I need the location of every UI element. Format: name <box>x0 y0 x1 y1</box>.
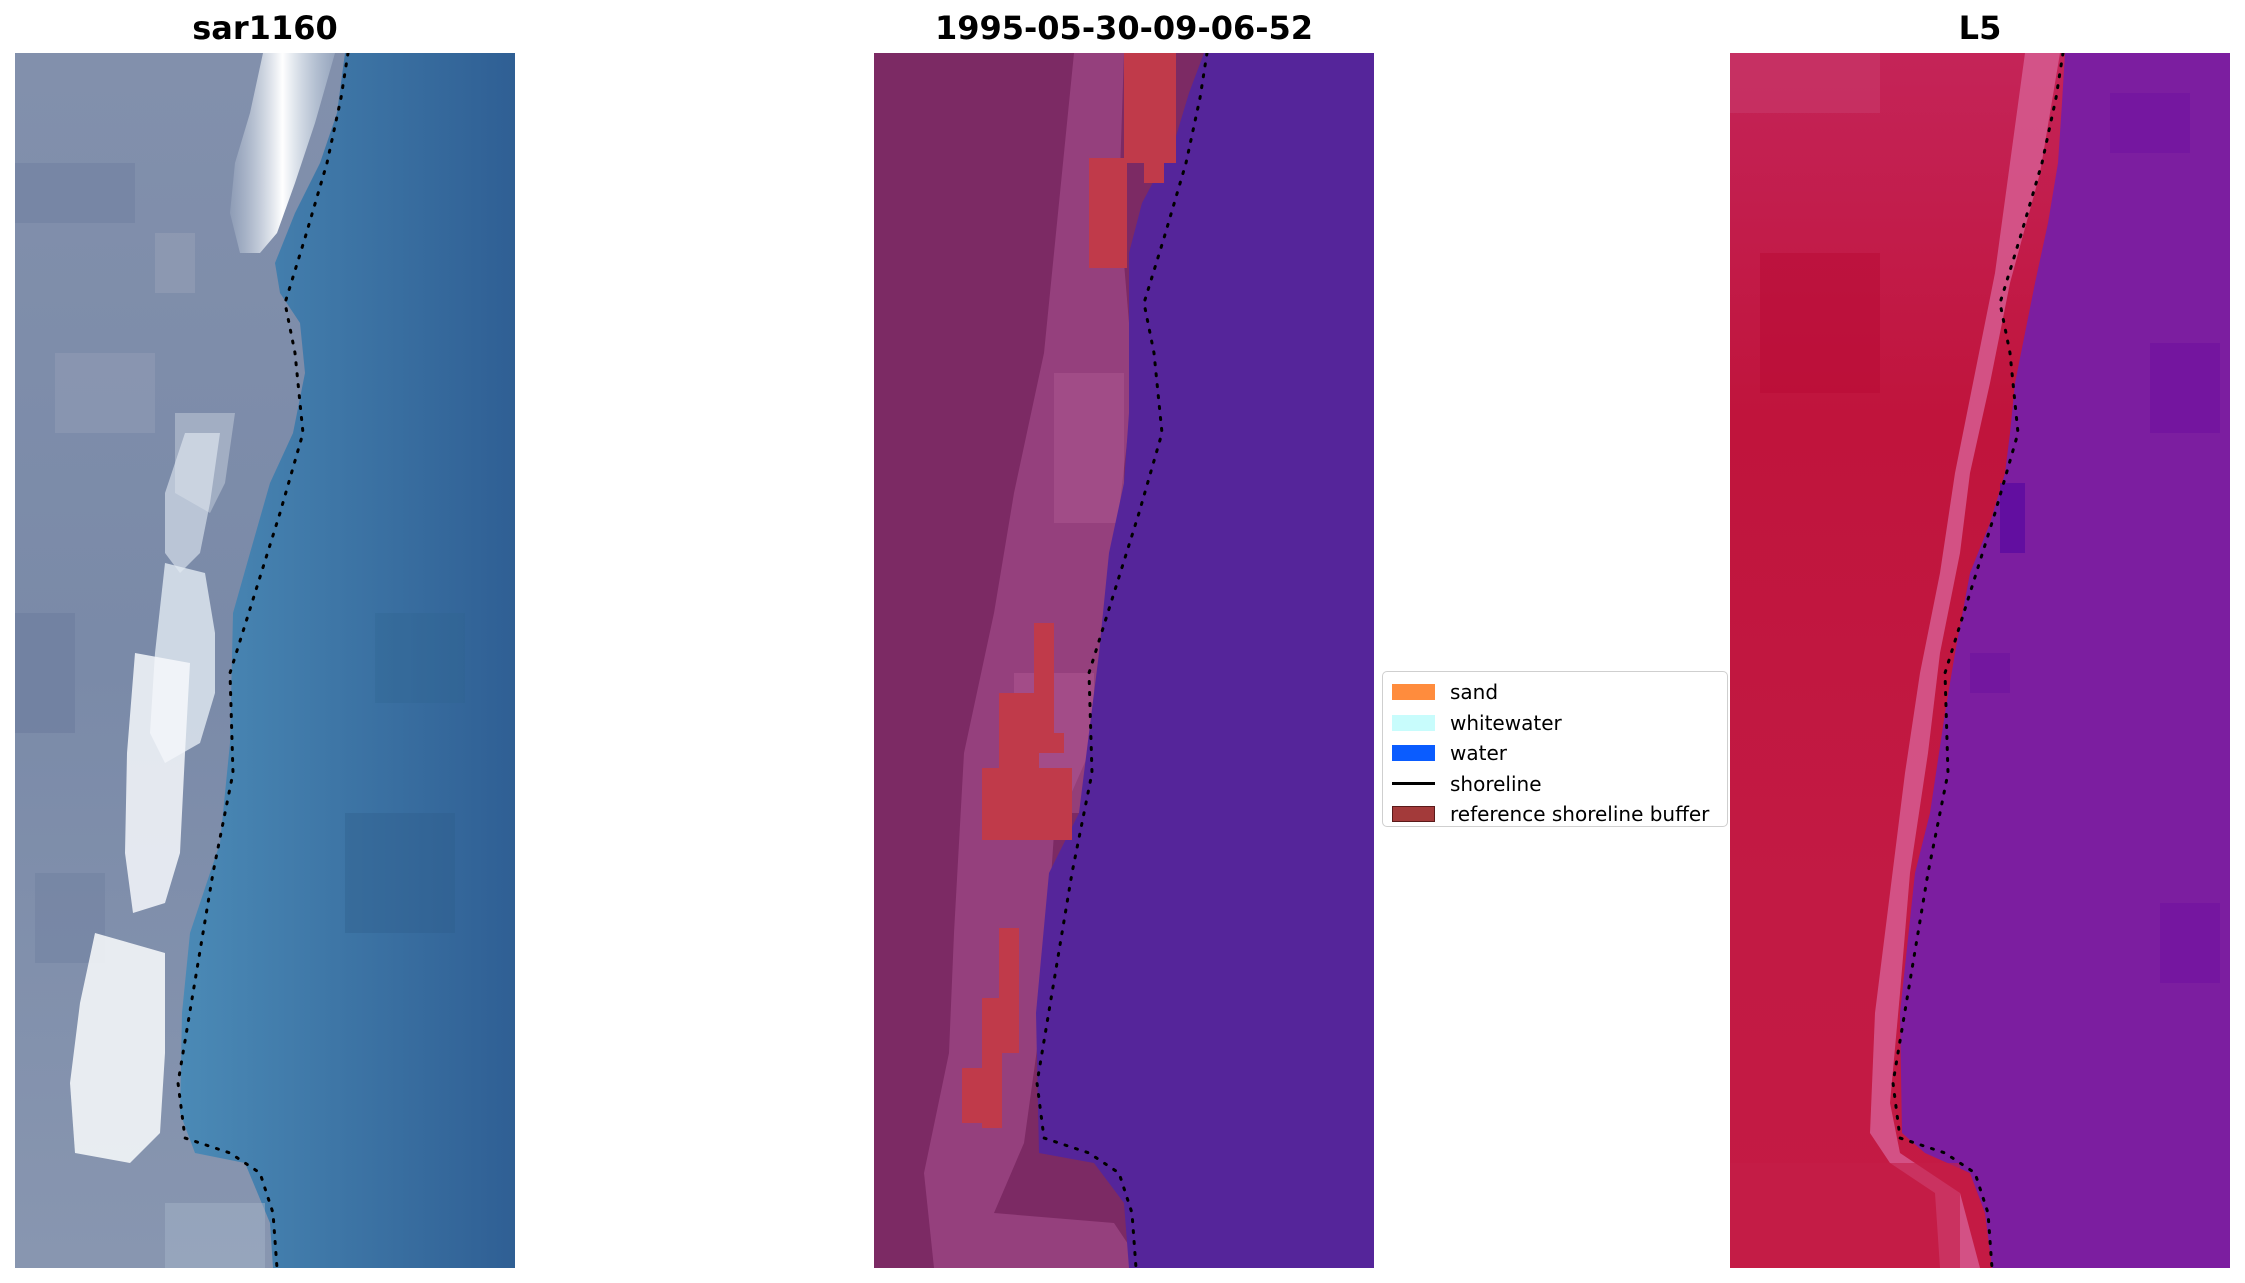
water-index-image <box>1730 53 2230 1268</box>
legend-label: water <box>1450 741 1507 766</box>
reference-buffer-swatch <box>1392 806 1435 823</box>
shoreline-line <box>176 53 350 1268</box>
panel-title-sar: sar1160 <box>192 9 338 47</box>
satellite-rgb-image <box>15 53 515 1268</box>
legend: sand whitewater water shoreline referenc… <box>1382 671 1728 827</box>
legend-label: reference shoreline buffer <box>1450 802 1710 827</box>
panel-title-classified: 1995-05-30-09-06-52 <box>934 9 1314 47</box>
panel-title-index: L5 <box>1958 9 2002 47</box>
legend-label: shoreline <box>1450 771 1542 796</box>
water-swatch <box>1392 745 1435 762</box>
shoreline-line-swatch <box>1392 782 1435 786</box>
legend-item-water: water <box>1383 738 1727 769</box>
legend-item-reference-shoreline-buffer: reference shoreline buffer <box>1383 799 1727 830</box>
legend-label: whitewater <box>1450 710 1562 735</box>
legend-item-whitewater: whitewater <box>1383 708 1727 739</box>
legend-label: sand <box>1450 680 1499 705</box>
sand-swatch <box>1392 684 1435 701</box>
reference-shoreline-buffer-patches <box>962 53 1176 1128</box>
shoreline-line <box>1891 53 2065 1268</box>
legend-item-shoreline: shoreline <box>1383 769 1727 800</box>
legend-item-sand: sand <box>1383 677 1727 708</box>
classified-image <box>874 53 1374 1268</box>
shoreline-line <box>1035 53 1209 1268</box>
whitewater-swatch <box>1392 714 1435 731</box>
